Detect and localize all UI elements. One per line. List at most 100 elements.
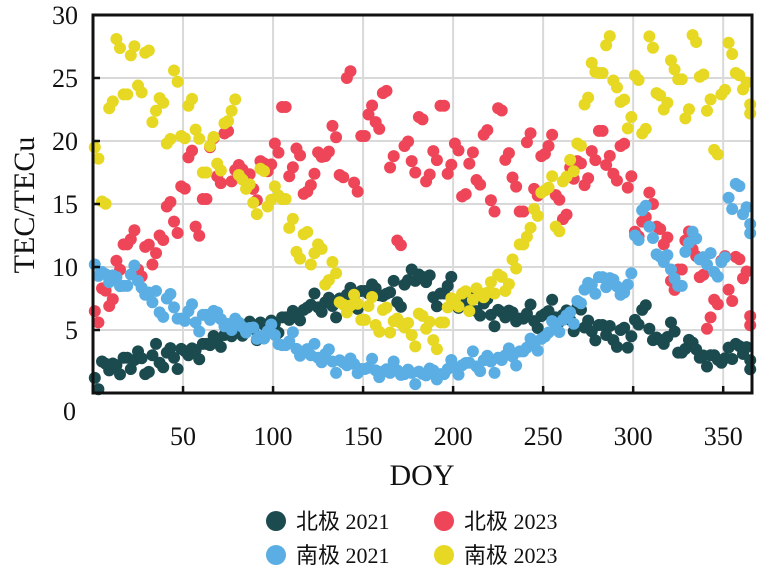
data-point — [168, 64, 181, 77]
legend-marker — [266, 511, 286, 531]
data-point — [348, 176, 361, 189]
data-point — [330, 366, 343, 379]
data-point — [214, 164, 227, 177]
data-point — [229, 93, 242, 106]
series-南极 2021 — [88, 177, 757, 391]
y-tick-label: 0 — [63, 397, 76, 426]
data-point — [146, 349, 159, 362]
data-point — [402, 135, 415, 148]
data-point — [330, 131, 343, 144]
data-point — [654, 222, 667, 235]
data-point — [502, 147, 515, 160]
data-point — [564, 153, 577, 166]
data-point — [553, 193, 566, 206]
data-point — [124, 233, 137, 246]
data-point — [574, 157, 587, 170]
data-point — [121, 279, 134, 292]
data-point — [625, 267, 638, 280]
data-point — [92, 316, 105, 329]
data-point — [506, 253, 519, 266]
data-point — [488, 287, 501, 300]
data-point — [567, 165, 580, 178]
data-point — [409, 378, 422, 391]
data-point — [560, 208, 573, 221]
data-point — [488, 366, 501, 379]
data-point — [315, 305, 328, 318]
data-point — [294, 314, 307, 327]
data-point — [384, 326, 397, 339]
x-tick-label: 150 — [344, 422, 383, 451]
data-point — [99, 197, 112, 210]
data-point — [441, 301, 454, 314]
data-point — [265, 318, 278, 331]
data-point — [726, 295, 739, 308]
data-point — [168, 301, 181, 314]
data-point — [114, 368, 127, 381]
data-point — [488, 205, 501, 218]
data-point — [740, 201, 753, 214]
data-point — [330, 311, 343, 324]
data-point — [124, 49, 137, 62]
data-point — [625, 170, 638, 183]
data-point — [697, 68, 710, 81]
data-point — [373, 122, 386, 135]
data-point — [585, 56, 598, 69]
data-point — [204, 313, 217, 326]
data-point — [542, 140, 555, 153]
data-point — [225, 324, 238, 336]
data-point — [178, 132, 191, 145]
data-point — [171, 363, 184, 376]
data-point — [589, 287, 602, 300]
data-point — [186, 92, 199, 105]
data-point — [704, 93, 717, 106]
data-point — [380, 301, 393, 314]
data-point — [553, 225, 566, 238]
y-tick-label: 25 — [52, 64, 78, 93]
data-point — [150, 104, 163, 117]
data-point — [722, 283, 735, 296]
data-point — [394, 239, 407, 252]
data-point — [110, 254, 123, 267]
data-point — [466, 146, 479, 159]
series-北极 2023 — [88, 65, 757, 335]
data-point — [654, 89, 667, 102]
legend-label: 南极 2021 — [296, 543, 390, 568]
data-point — [668, 63, 681, 76]
data-point — [726, 352, 739, 365]
data-point — [481, 124, 494, 137]
data-point — [474, 365, 487, 378]
data-point — [142, 44, 155, 57]
data-point — [495, 270, 508, 283]
series-南极 2023 — [88, 29, 757, 356]
data-point — [423, 269, 436, 282]
legend-marker — [266, 545, 286, 565]
data-point — [304, 258, 317, 271]
legend-marker — [434, 511, 454, 531]
data-point — [484, 194, 497, 207]
data-point — [639, 299, 652, 312]
data-point — [585, 145, 598, 158]
data-point — [362, 108, 375, 121]
data-point — [618, 137, 631, 150]
data-point — [600, 158, 613, 171]
y-tick-label: 10 — [52, 253, 78, 282]
data-point — [88, 371, 101, 384]
data-point — [326, 255, 339, 268]
data-point — [589, 154, 602, 167]
data-point — [506, 171, 519, 184]
data-point — [744, 319, 757, 332]
data-point — [168, 351, 181, 364]
data-point — [582, 91, 595, 104]
data-point — [427, 334, 440, 347]
data-point — [474, 178, 487, 191]
data-point — [718, 83, 731, 96]
data-point — [189, 220, 202, 233]
data-point — [168, 215, 181, 228]
data-point — [675, 263, 688, 276]
data-point — [740, 341, 753, 354]
data-point — [106, 293, 119, 306]
data-point — [621, 278, 634, 291]
data-point — [380, 84, 393, 97]
data-point — [247, 196, 260, 209]
data-point — [366, 290, 379, 303]
